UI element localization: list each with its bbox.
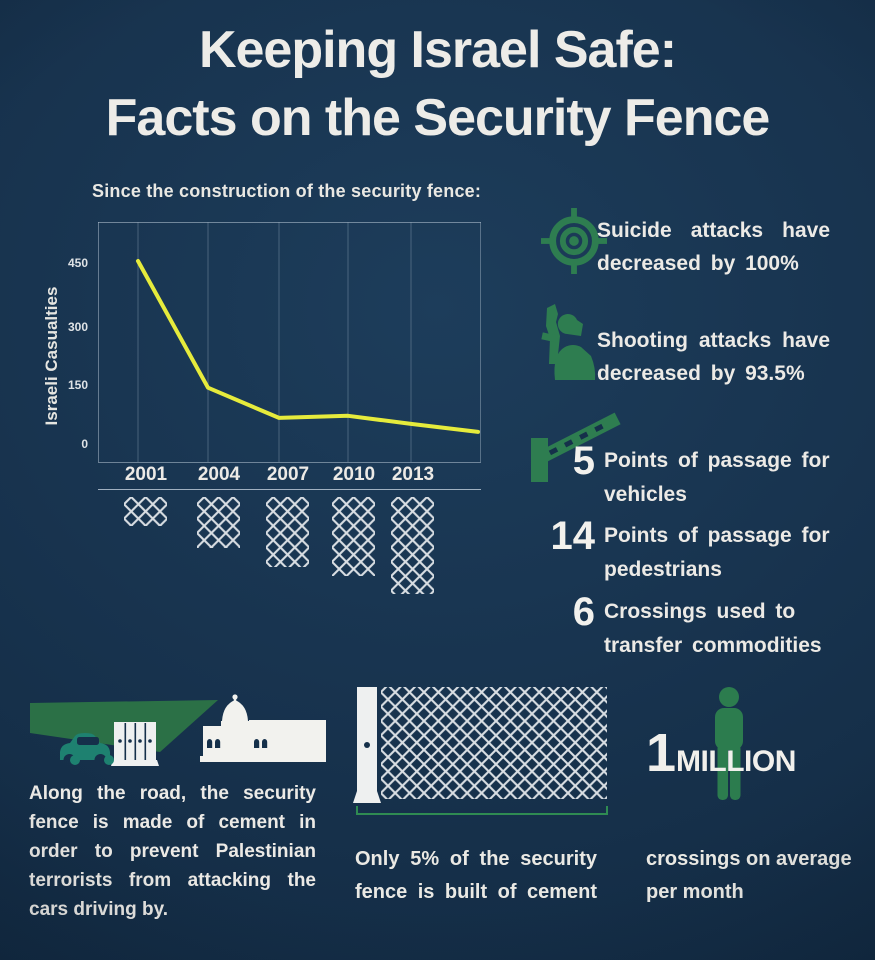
paragraph-line: fence is made of cement in bbox=[29, 812, 316, 833]
stat-shooting-attacks: Shooting attacks have decreased by 93.5% bbox=[597, 324, 830, 390]
chart-subtitle: Since the construction of the security f… bbox=[92, 181, 482, 201]
passages-vehicles-number: 5 bbox=[572, 439, 595, 483]
passages-pedestrians-text: Points of passage for pedestrians bbox=[604, 519, 833, 587]
crossings-average-text: crossings on average per month bbox=[646, 843, 861, 909]
crossings-commodities-line2: transfer commodities bbox=[604, 634, 822, 657]
fence-growth-block-2013 bbox=[391, 497, 434, 594]
barrier-gate-icon bbox=[531, 412, 621, 482]
target-icon bbox=[541, 208, 607, 274]
page-title-line2: Facts on the Security Fence bbox=[105, 89, 771, 147]
stat-suicide-line2: decreased by 100% bbox=[597, 252, 799, 275]
fence-growth-block-2001 bbox=[124, 497, 167, 526]
x-tick-2013: 2013 bbox=[391, 464, 435, 485]
casualties-line-chart bbox=[98, 222, 481, 462]
crossings-commodities-number: 6 bbox=[572, 590, 595, 634]
one-million-digit: 1 bbox=[646, 723, 677, 783]
cement-wall-icon bbox=[111, 722, 159, 766]
x-tick-2007: 2007 bbox=[266, 464, 310, 485]
cement-percentage-line2: fence is built of cement bbox=[355, 881, 597, 903]
passages-vehicles-line1: Points of passage for bbox=[604, 449, 830, 472]
stat-suicide-line1: Suicide attacks have bbox=[597, 219, 830, 242]
one-million-label: 1 MILLION bbox=[646, 726, 796, 780]
y-axis-label: Israeli Casualties bbox=[42, 286, 61, 426]
paragraph-line: cars driving by. bbox=[29, 899, 169, 920]
chain-link-fence-section bbox=[381, 687, 607, 799]
crossings-commodities-text: Crossings used to transfer commodities bbox=[604, 595, 833, 663]
paragraph-line: order to prevent Palestinian bbox=[29, 841, 316, 862]
passages-pedestrians-number: 14 bbox=[550, 514, 596, 558]
crossings-average-line2: per month bbox=[646, 881, 744, 903]
x-axis-line-top bbox=[98, 462, 481, 463]
person-icon bbox=[715, 687, 743, 800]
passages-vehicles-text: Points of passage for vehicles bbox=[604, 444, 833, 512]
y-tick-450: 450 bbox=[67, 256, 88, 270]
cement-percentage-text: Only 5% of the security fence is built o… bbox=[355, 843, 597, 909]
crossings-average-line1: crossings on average bbox=[646, 848, 852, 870]
fence-growth-block-2010 bbox=[332, 497, 375, 576]
shooter-icon bbox=[541, 304, 596, 380]
x-tick-2001: 2001 bbox=[124, 464, 168, 485]
x-axis-line-bottom bbox=[98, 489, 481, 490]
passages-pedestrians-line1: Points of passage for bbox=[604, 524, 830, 547]
y-tick-0: 0 bbox=[81, 437, 88, 451]
stat-shooting-line2: decreased by 93.5% bbox=[597, 362, 805, 385]
cement-percentage-line1: Only 5% of the security bbox=[355, 848, 597, 870]
cement-door-section bbox=[353, 687, 381, 803]
cement-door-and-fence-illustration bbox=[353, 687, 607, 803]
fence-growth-block-2007 bbox=[266, 497, 309, 567]
x-tick-2004: 2004 bbox=[197, 464, 241, 485]
road-wall-mosque-illustration bbox=[30, 694, 326, 766]
paragraph-line: Along the road, the security bbox=[29, 783, 316, 804]
passages-vehicles-line2: vehicles bbox=[604, 483, 687, 506]
cement-fence-paragraph: Along the road, the security fence is ma… bbox=[29, 779, 316, 924]
fence-growth-block-2004 bbox=[197, 497, 240, 548]
car-icon bbox=[60, 733, 114, 765]
measure-bracket bbox=[356, 806, 608, 815]
x-tick-2010: 2010 bbox=[332, 464, 376, 485]
page-title-line1: Keeping Israel Safe: bbox=[198, 21, 677, 79]
paragraph-line: terrorists from attacking the bbox=[29, 870, 316, 891]
one-million-word: MILLION bbox=[676, 745, 796, 778]
crossings-commodities-line1: Crossings used to bbox=[604, 600, 796, 623]
stat-suicide-attacks: Suicide attacks have decreased by 100% bbox=[597, 214, 830, 280]
mosque-icon bbox=[200, 694, 326, 762]
passages-pedestrians-line2: pedestrians bbox=[604, 558, 722, 581]
stat-shooting-line1: Shooting attacks have bbox=[597, 329, 830, 352]
y-tick-150: 150 bbox=[67, 378, 88, 392]
y-tick-300: 300 bbox=[67, 320, 88, 334]
